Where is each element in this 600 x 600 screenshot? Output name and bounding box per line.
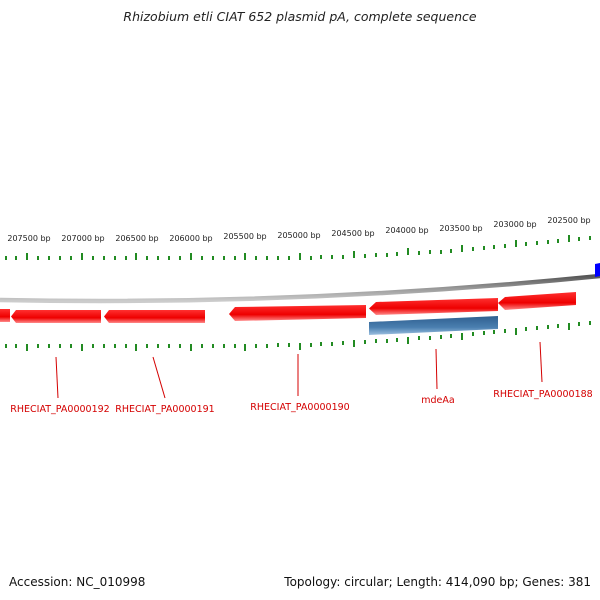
scale-labels: 207500 bp 207000 bp 206500 bp 206000 bp … — [7, 216, 590, 243]
gene-arrow-rheciat-pa0000191[interactable] — [104, 310, 205, 323]
gene-leaders — [55, 341, 543, 399]
gene-label-mdeaa: mdeAa — [421, 395, 454, 406]
backbone-arc — [0, 273, 600, 304]
gene-label-rheciat-pa0000188: RHECIAT_PA0000188 — [493, 389, 592, 400]
gene-arrow-edge-right[interactable] — [595, 263, 600, 277]
scale-label: 204500 bp — [331, 229, 374, 238]
summary-text: Topology: circular; Length: 414,090 bp; … — [284, 575, 591, 589]
gene-arrow-rheciat-pa0000190[interactable] — [229, 305, 366, 321]
scale-label: 204000 bp — [385, 226, 428, 235]
scale-label: 207000 bp — [61, 234, 104, 243]
scale-label: 206500 bp — [115, 234, 158, 243]
gene-arrow-mdeaa[interactable] — [369, 316, 498, 335]
gene-label-rheciat-pa0000191: RHECIAT_PA0000191 — [115, 404, 214, 415]
gene-label-rheciat-pa0000190: RHECIAT_PA0000190 — [250, 402, 349, 413]
scale-label: 207500 bp — [7, 234, 50, 243]
gene-arrow-edge-left[interactable] — [0, 309, 10, 322]
gene-arrow-mdeaa-upper[interactable] — [369, 298, 498, 315]
gene-label-rheciat-pa0000192: RHECIAT_PA0000192 — [10, 404, 109, 415]
scale-label: 202500 bp — [547, 216, 590, 225]
gene-arrows — [0, 263, 600, 335]
scale-label: 205500 bp — [223, 232, 266, 241]
gene-arrow-rheciat-pa0000192[interactable] — [11, 310, 101, 323]
scale-label: 205000 bp — [277, 231, 320, 240]
scale-label: 203000 bp — [493, 220, 536, 229]
inner-ticks — [5, 321, 591, 351]
accession-text: Accession: NC_010998 — [9, 575, 146, 589]
gene-labels: RHECIAT_PA0000192 RHECIAT_PA0000191 RHEC… — [10, 389, 592, 415]
scale-label: 203500 bp — [439, 224, 482, 233]
map-title: Rhizobium etli CIAT 652 plasmid pA, comp… — [123, 9, 477, 24]
gene-arrow-rheciat-pa0000188[interactable] — [498, 292, 576, 310]
scale-label: 206000 bp — [169, 234, 212, 243]
outer-ticks — [5, 235, 591, 260]
